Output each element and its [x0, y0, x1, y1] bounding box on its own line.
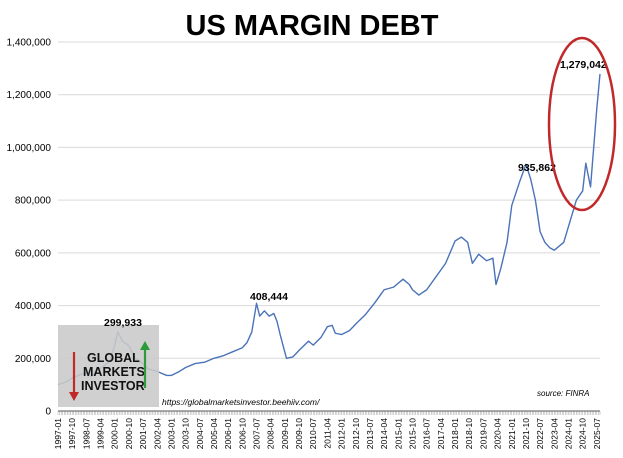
x-tick-label: 2001-07 — [138, 418, 148, 449]
source-url: https://globalmarketsinvestor.beehiiv.co… — [162, 397, 321, 407]
x-tick-label: 2002-04 — [152, 418, 162, 449]
x-tick-label: 2023-04 — [549, 418, 559, 449]
x-tick-label: 2017-04 — [436, 418, 446, 449]
x-tick-label: 2004-07 — [195, 418, 205, 449]
x-tick-label: 2010-07 — [308, 418, 318, 449]
highlight-ellipse — [547, 36, 617, 212]
x-tick-label: 2011-04 — [322, 418, 332, 449]
x-tick-label: 2024-10 — [578, 418, 588, 449]
x-tick-label: 2012-10 — [351, 418, 361, 449]
x-tick-label: 2015-01 — [393, 418, 403, 449]
x-tick-label: 2000-10 — [124, 418, 134, 449]
x-tick-label: 2018-01 — [450, 418, 460, 449]
y-tick-label: 1,200,000 — [7, 90, 52, 101]
x-tick-label: 1999-04 — [96, 418, 106, 449]
y-tick-label: 0 — [45, 407, 51, 418]
y-axis-ticks: 0 200,000 400,000 600,000 800,000 1,000,000 1,… — [7, 38, 52, 418]
x-tick-label: 2003-10 — [181, 418, 191, 449]
x-tick-label: 2006-10 — [237, 418, 247, 449]
arrow-down-head-icon — [69, 392, 79, 401]
x-tick-label: 2009-01 — [280, 418, 290, 449]
x-tick-label: 2016-07 — [422, 418, 432, 449]
logo-line-2: MARKETS — [83, 365, 145, 379]
y-tick-label: 400,000 — [15, 301, 52, 312]
x-tick-label: 2005-04 — [209, 418, 219, 449]
gridlines — [58, 41, 600, 359]
x-tick-label: 2008-04 — [266, 418, 276, 449]
x-axis-ticks: 1997-01 1997-10 1998-07 1999-04 2000-01 2000-… — [53, 411, 602, 449]
x-tick-label: 2012-01 — [337, 418, 347, 449]
logo-line-3: INVESTOR — [81, 379, 145, 393]
y-tick-label: 1,400,000 — [7, 38, 52, 49]
x-tick-label: 2021-01 — [507, 418, 517, 449]
annotation-2021-peak: 935,862 — [518, 162, 556, 174]
x-tick-label: 2019-07 — [478, 418, 488, 449]
x-tick-label: 2000-01 — [110, 418, 120, 449]
x-tick-label: 2022-07 — [535, 418, 545, 449]
x-tick-label: 2015-10 — [408, 418, 418, 449]
annotation-2007-peak: 408,444 — [250, 291, 288, 303]
x-tick-label: 2021-10 — [521, 418, 531, 449]
x-tick-label: 2007-07 — [252, 418, 262, 449]
y-tick-label: 800,000 — [15, 196, 52, 207]
x-tick-label: 2006-01 — [223, 418, 233, 449]
x-tick-label: 2009-10 — [294, 418, 304, 449]
logo: GLOBAL MARKETS INVESTOR — [58, 325, 159, 407]
chart-title: US MARGIN DEBT — [186, 10, 439, 42]
y-tick-label: 600,000 — [15, 248, 52, 259]
logo-line-1: GLOBAL — [87, 351, 140, 365]
x-tick-label: 2018-10 — [464, 418, 474, 449]
x-tick-label: 2025-07 — [592, 418, 602, 449]
annotation-2000-peak: 299,933 — [104, 317, 142, 329]
y-tick-label: 200,000 — [15, 354, 52, 365]
x-tick-label: 2020-04 — [493, 418, 503, 449]
x-tick-label: 1998-07 — [81, 418, 91, 449]
x-tick-label: 2013-07 — [365, 418, 375, 449]
x-tick-label: 1997-01 — [53, 418, 63, 449]
arrow-up-head-icon — [140, 341, 150, 350]
x-tick-label: 1997-10 — [67, 418, 77, 449]
x-tick-label: 2014-04 — [379, 418, 389, 449]
x-tick-label: 2003-01 — [166, 418, 176, 449]
x-tick-label: 2024-01 — [563, 418, 573, 449]
y-tick-label: 1,000,000 — [7, 143, 52, 154]
source-label: source: FINRA — [537, 389, 589, 398]
annotation-2025-peak: 1,279,042 — [560, 59, 607, 71]
